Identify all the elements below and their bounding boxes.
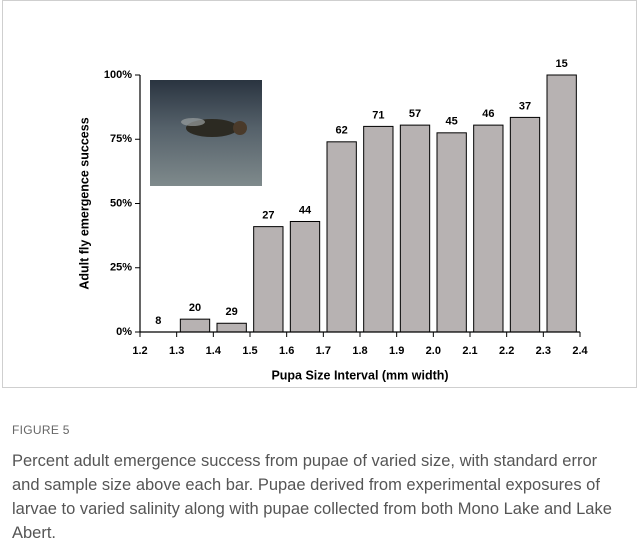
sample-size-label: 46 [482, 108, 494, 120]
sample-size-label: 57 [409, 108, 421, 120]
sample-size-label: 20 [189, 302, 201, 314]
x-tick-label: 1.8 [352, 345, 367, 357]
bar [363, 125, 394, 333]
sample-size-label: 37 [519, 100, 531, 112]
y-tick-label: 50% [110, 197, 132, 209]
sample-size-label: 45 [446, 116, 458, 128]
y-tick-label: 75% [110, 133, 132, 145]
bar [546, 74, 577, 333]
bar [436, 132, 467, 333]
chart: 8 20 29 27 44 62 71 57 45 46 37 15 0% 25% 50% 75% 100% 1.… [77, 58, 588, 382]
bar [253, 226, 284, 333]
figure-frame [2, 0, 637, 388]
x-tick-label: 2.4 [572, 345, 588, 357]
x-tick-label: 1.4 [206, 345, 222, 357]
sample-size-label: 29 [226, 306, 238, 318]
sample-size-label: 15 [556, 58, 568, 70]
x-axis-title: Pupa Size Interval (mm width) [271, 368, 448, 382]
sample-size-label: 44 [299, 204, 312, 216]
x-tick-label: 1.9 [389, 345, 404, 357]
x-tick-label: 2.3 [536, 345, 551, 357]
sample-size-label: 62 [336, 125, 348, 137]
y-axis-title: Adult fly emergence success [77, 117, 91, 289]
x-tick-label: 1.2 [132, 345, 147, 357]
sample-size-label: 8 [155, 315, 161, 327]
x-tick-label: 2.2 [499, 345, 514, 357]
y-tick-label: 25% [110, 262, 132, 274]
bar [326, 141, 357, 333]
bar [473, 124, 504, 333]
bar [509, 116, 541, 333]
sample-size-label: 71 [372, 109, 384, 121]
bar [216, 322, 247, 333]
bar [399, 124, 431, 333]
x-tick-label: 1.6 [279, 345, 294, 357]
x-tick-label: 2.0 [426, 345, 441, 357]
y-tick-label: 100% [104, 69, 132, 81]
x-tick-label: 1.7 [316, 345, 331, 357]
y-tick-label: 0% [116, 326, 132, 338]
x-tick-label: 1.5 [242, 345, 257, 357]
x-tick-label: 1.3 [169, 345, 184, 357]
bar [179, 318, 211, 333]
inset-photo [150, 80, 262, 186]
x-tick-label: 2.1 [462, 345, 477, 357]
caption: Percent adult emergence success from pup… [12, 452, 612, 542]
bar [289, 220, 321, 333]
sample-size-label: 27 [262, 210, 274, 222]
figure-label: FIGURE 5 [12, 423, 70, 437]
